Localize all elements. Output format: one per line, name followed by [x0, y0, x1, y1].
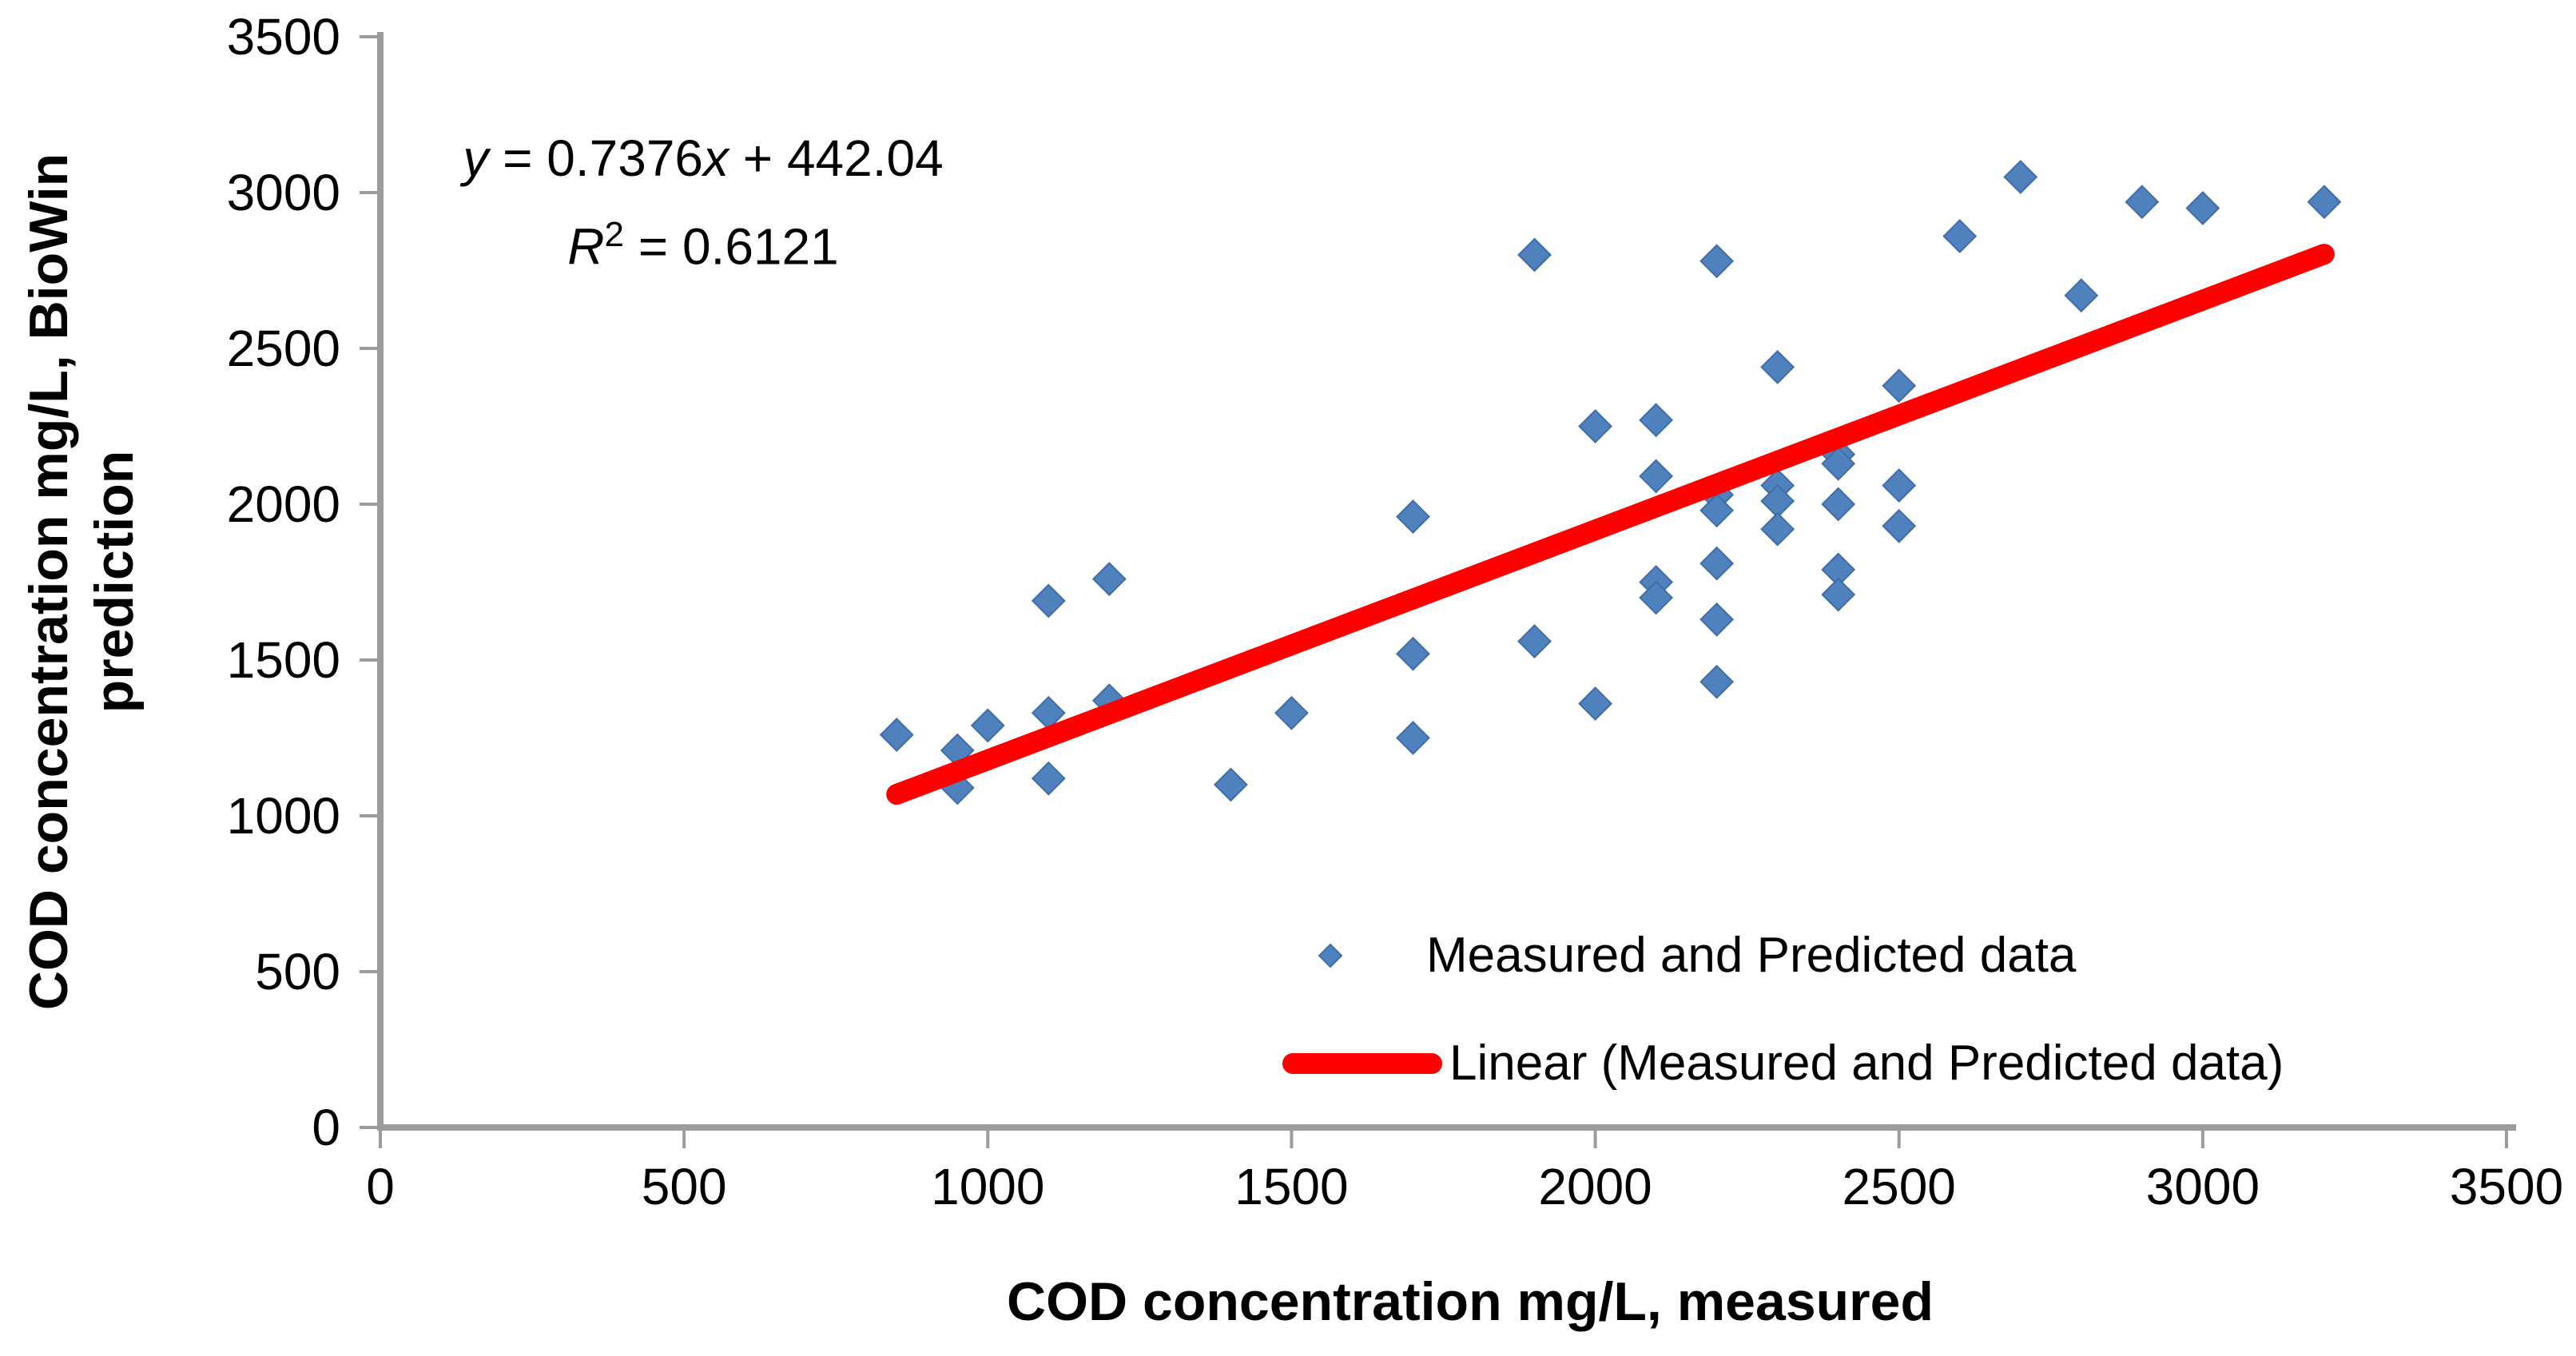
data-point-marker — [1760, 349, 1795, 384]
data-point-marker — [1517, 237, 1552, 272]
data-point-marker — [879, 718, 914, 753]
x-tick-label: 3000 — [2146, 1158, 2260, 1215]
x-tick-label: 2000 — [1538, 1158, 1652, 1215]
y-tick-label: 1000 — [227, 787, 340, 845]
y-axis-title: COD concentration mg/L, BioWin predictio… — [16, 0, 147, 1165]
legend-item-trendline: Linear (Measured and Predicted data) — [1278, 1035, 2284, 1092]
data-point-marker — [1882, 508, 1917, 543]
data-point-marker — [1821, 577, 1856, 612]
data-point-marker — [1274, 695, 1309, 730]
data-point-marker — [2064, 278, 2099, 313]
data-point-marker — [1882, 368, 1917, 404]
data-point-marker — [1091, 562, 1127, 597]
data-point-marker — [1031, 583, 1066, 618]
data-point-marker — [1213, 767, 1248, 802]
data-point-marker — [1760, 511, 1795, 547]
data-point-marker — [1699, 546, 1735, 581]
data-point-marker — [1821, 487, 1856, 522]
x-tick-label: 1500 — [1234, 1158, 1348, 1215]
data-point-marker — [1699, 244, 1735, 279]
data-point-marker — [2003, 160, 2038, 194]
legend-item-scatter: Measured and Predicted data — [1302, 927, 2076, 984]
x-tick-label: 2500 — [1843, 1158, 1956, 1215]
y-axis-title-line1: COD concentration mg/L, BioWin — [18, 153, 79, 1011]
y-tick-label: 3500 — [227, 8, 340, 66]
legend-line-swatch-icon — [1282, 1052, 1442, 1074]
data-point-marker — [2125, 185, 2160, 220]
data-point-marker — [1396, 721, 1430, 755]
data-point-marker — [1699, 664, 1735, 699]
legend-diamond-marker-icon — [1318, 943, 1343, 968]
data-point-marker — [2185, 191, 2220, 225]
x-tick-label: 1000 — [931, 1158, 1044, 1215]
data-point-marker — [1699, 493, 1735, 528]
legend-label-trendline: Linear (Measured and Predicted data) — [1449, 1036, 2284, 1091]
trendline-equation: y = 0.7376x + 442.04 R2 = 0.6121 — [463, 120, 943, 284]
y-tick-label: 1500 — [227, 631, 340, 689]
x-tick-label: 3500 — [2450, 1158, 2563, 1215]
data-point-marker — [1699, 602, 1735, 637]
y-axis-title-line2: prediction — [84, 450, 145, 714]
data-point-marker — [1942, 219, 1978, 254]
data-point-marker — [1639, 580, 1674, 615]
data-point-marker — [1639, 459, 1674, 494]
data-point-marker — [1578, 409, 1612, 443]
y-tick-label: 0 — [312, 1099, 340, 1156]
data-point-marker — [1396, 499, 1430, 535]
legend-label-scatter: Measured and Predicted data — [1426, 928, 2077, 983]
x-tick-label: 0 — [366, 1158, 395, 1215]
data-point-marker — [1882, 468, 1917, 503]
y-tick-label: 3000 — [227, 164, 340, 221]
data-point-marker — [970, 708, 1005, 743]
data-point-marker — [1639, 403, 1674, 438]
y-tick-label: 2500 — [227, 320, 340, 377]
y-tick-label: 2000 — [227, 475, 340, 533]
data-point-marker — [1821, 446, 1856, 481]
trendline — [886, 244, 2335, 805]
data-point-marker — [1517, 624, 1552, 659]
data-point-marker — [1578, 686, 1612, 722]
data-point-marker — [1396, 636, 1430, 671]
r-squared-line: R2 = 0.6121 — [567, 215, 839, 276]
data-point-marker — [2307, 185, 2342, 220]
x-tick-label: 500 — [642, 1158, 727, 1215]
data-point-marker — [1031, 761, 1066, 796]
x-axis-title: COD concentration mg/L, measured — [1007, 1271, 1934, 1332]
y-tick-label: 500 — [255, 943, 340, 1000]
equation-line: y = 0.7376x + 442.04 — [463, 129, 944, 187]
